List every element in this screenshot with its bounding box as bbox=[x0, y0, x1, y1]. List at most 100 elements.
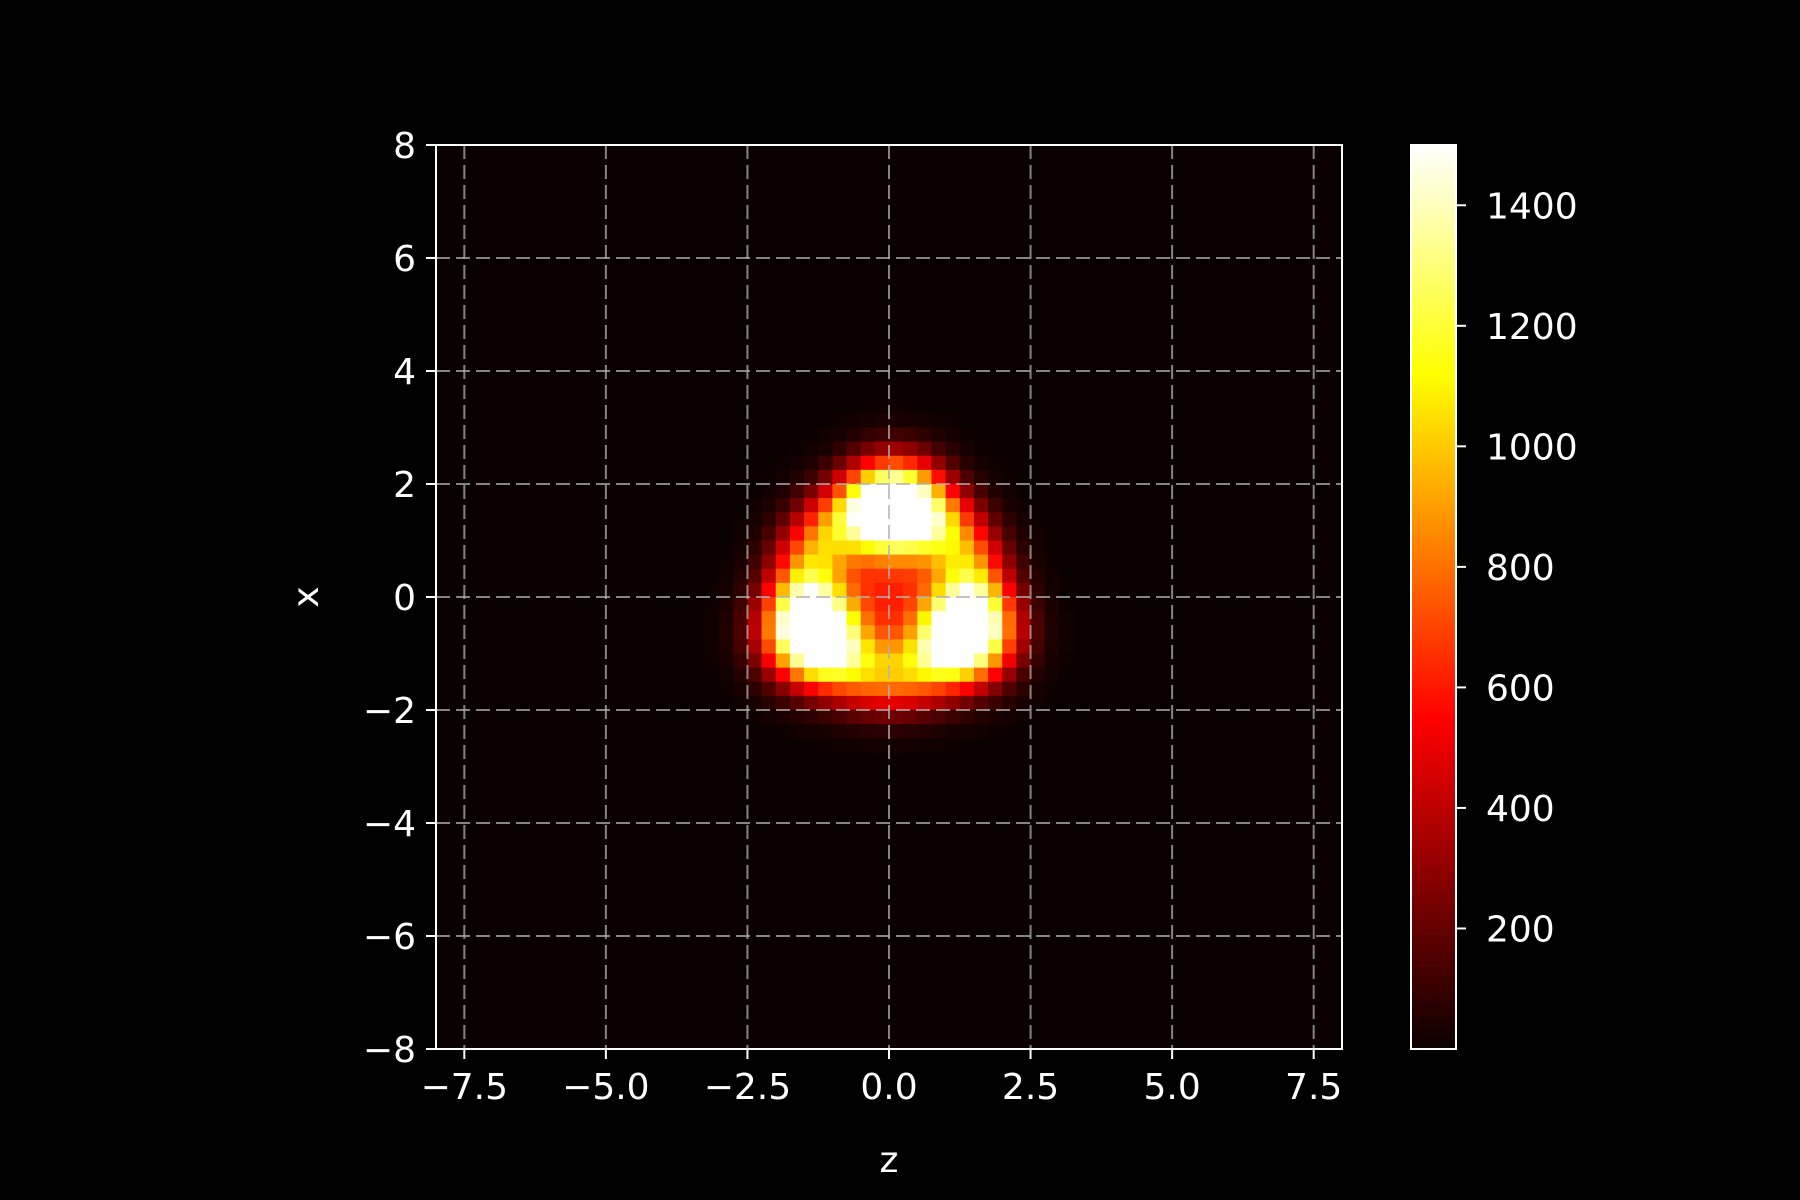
heatmap-cell bbox=[846, 695, 862, 711]
heatmap-cell bbox=[1030, 653, 1046, 669]
y-tick-label: 2 bbox=[393, 465, 416, 506]
heatmap-cell bbox=[761, 639, 777, 655]
heatmap-cell bbox=[775, 625, 791, 640]
heatmap-cell bbox=[931, 512, 947, 527]
heatmap-cell bbox=[1058, 639, 1074, 655]
heatmap-cell bbox=[945, 469, 961, 485]
heatmap-cell bbox=[959, 653, 975, 669]
heatmap-cell bbox=[917, 611, 933, 626]
heatmap-cell bbox=[1016, 512, 1032, 527]
heatmap-cell bbox=[959, 498, 975, 513]
heatmap-cell bbox=[832, 710, 848, 725]
heatmap-cell bbox=[804, 597, 819, 612]
heatmap-cell bbox=[846, 667, 862, 683]
y-tick-label: 0 bbox=[393, 578, 416, 619]
heatmap-cell bbox=[1030, 625, 1046, 640]
heatmap-cell bbox=[959, 484, 975, 499]
heatmap-cell bbox=[889, 540, 904, 556]
heatmap-cell bbox=[860, 695, 876, 711]
heatmap-cell bbox=[846, 512, 862, 527]
heatmap-cell bbox=[747, 554, 763, 570]
heatmap-cell bbox=[761, 681, 777, 697]
heatmap-cell bbox=[988, 681, 1003, 697]
heatmap-cell bbox=[903, 399, 918, 414]
heatmap-cell bbox=[747, 568, 763, 584]
heatmap-cell bbox=[1016, 639, 1032, 655]
heatmap-cell bbox=[733, 597, 749, 612]
heatmap-cell bbox=[973, 526, 989, 542]
heatmap-cell bbox=[945, 554, 961, 570]
heatmap-cell bbox=[1030, 568, 1046, 584]
heatmap-cell bbox=[931, 653, 947, 669]
heatmap-cell bbox=[903, 738, 918, 753]
heatmap-cell bbox=[832, 611, 848, 626]
heatmap-cell bbox=[846, 455, 862, 471]
heatmap-cell bbox=[1016, 540, 1032, 556]
heatmap-cell bbox=[889, 469, 904, 485]
heatmap-cell bbox=[775, 639, 791, 655]
heatmap-cell bbox=[917, 681, 933, 697]
heatmap-cell bbox=[1016, 681, 1032, 697]
heatmap-cell bbox=[945, 540, 961, 556]
heatmap-cell bbox=[860, 582, 876, 598]
heatmap-cell bbox=[761, 597, 777, 612]
heatmap-cell bbox=[917, 582, 933, 598]
heatmap-cell bbox=[832, 498, 848, 513]
heatmap-cell bbox=[789, 653, 805, 669]
heatmap-cell bbox=[804, 667, 819, 683]
heatmap-cell bbox=[846, 582, 862, 598]
heatmap-cell bbox=[775, 611, 791, 626]
heatmap-cell bbox=[818, 695, 833, 711]
heatmap-cell bbox=[889, 724, 904, 739]
heatmap-cell bbox=[1044, 597, 1060, 612]
heatmap-cell bbox=[973, 554, 989, 570]
heatmap-cell bbox=[832, 681, 848, 697]
heatmap-cell bbox=[889, 710, 904, 725]
heatmap-cell bbox=[959, 568, 975, 584]
colorbar-ticks: 200 400 600 800 1000 1200 1400 bbox=[1456, 186, 1578, 950]
heatmap-cell bbox=[889, 597, 904, 612]
heatmap-cell bbox=[945, 625, 961, 640]
heatmap-cell bbox=[945, 526, 961, 542]
heatmap-cell bbox=[959, 639, 975, 655]
heatmap-cell bbox=[945, 427, 961, 443]
heatmap-cell bbox=[733, 611, 749, 626]
heatmap-cell bbox=[903, 568, 918, 584]
heatmap-cell bbox=[959, 710, 975, 725]
heatmap-cell bbox=[959, 427, 975, 443]
heatmap-cell bbox=[818, 441, 833, 457]
colorbar: 200 400 600 800 1000 1200 1400 bbox=[1410, 144, 1578, 1050]
heatmap-cell bbox=[761, 611, 777, 626]
heatmap-cell bbox=[889, 526, 904, 542]
heatmap-cell bbox=[945, 738, 961, 753]
heatmap-cell bbox=[1002, 597, 1018, 612]
heatmap-cell bbox=[1044, 681, 1060, 697]
heatmap-cell bbox=[804, 455, 819, 471]
heatmap-cell bbox=[775, 540, 791, 556]
heatmap-cell bbox=[903, 484, 918, 499]
heatmap-cell bbox=[818, 667, 833, 683]
heatmap-cell bbox=[719, 653, 734, 669]
heatmap-cell bbox=[761, 540, 777, 556]
heatmap-cell bbox=[931, 526, 947, 542]
heatmap-cell bbox=[988, 498, 1003, 513]
heatmap-cell bbox=[1058, 611, 1074, 626]
heatmap-cell bbox=[804, 484, 819, 499]
heatmap-cell bbox=[846, 639, 862, 655]
heatmap-cell bbox=[733, 540, 749, 556]
heatmap-cell bbox=[1030, 540, 1046, 556]
heatmap-cell bbox=[846, 738, 862, 753]
heatmap-cell bbox=[733, 554, 749, 570]
colorbar-tick-label: 200 bbox=[1486, 909, 1555, 950]
heatmap-cell bbox=[874, 653, 890, 669]
heatmap-cell bbox=[973, 441, 989, 457]
heatmap-cell bbox=[903, 582, 918, 598]
heatmap-cell bbox=[846, 484, 862, 499]
heatmap-cell bbox=[1002, 498, 1018, 513]
colorbar-tick-label: 400 bbox=[1486, 789, 1555, 830]
heatmap-cell bbox=[860, 639, 876, 655]
heatmap-cell bbox=[818, 469, 833, 485]
heatmap-cell bbox=[846, 724, 862, 739]
heatmap-cell bbox=[973, 710, 989, 725]
heatmap-cell bbox=[818, 738, 833, 753]
